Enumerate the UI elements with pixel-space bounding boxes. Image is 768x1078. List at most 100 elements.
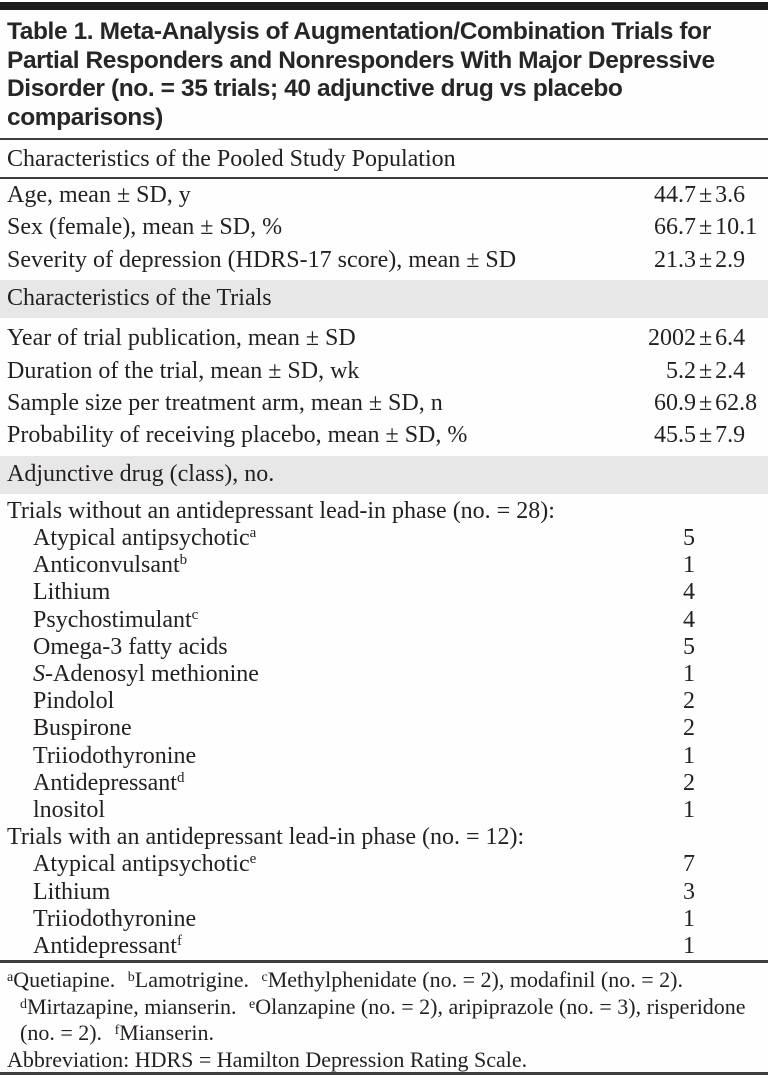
footnotes-block: aQuetiapine. bLamotrigine. cMethylphenid… <box>0 960 768 1073</box>
table-row: Trials without an antidepressant lead-in… <box>0 498 768 525</box>
footnote-marker: f <box>176 933 182 950</box>
table-row: Psychostimulantc 4 <box>0 607 768 634</box>
row-label: Sample size per treatment arm, mean ± SD… <box>7 390 443 417</box>
table-row: Antidepressantd 2 <box>0 770 768 797</box>
row-label: Year of trial publication, mean ± SD <box>7 325 356 352</box>
row-label: Trials with an antidepressant lead-in ph… <box>7 824 525 851</box>
table-body: Characteristics of the Pooled Study Popu… <box>0 140 768 960</box>
row-value: 7 <box>683 851 695 878</box>
row-label: S-Adenosyl methionine <box>33 661 259 688</box>
table-row: Severity of depression (HDRS-17 score), … <box>0 244 768 276</box>
row-value: 1 <box>683 661 695 688</box>
table-row: S-Adenosyl methionine 1 <box>0 661 768 688</box>
row-label: Buspirone <box>33 715 132 742</box>
row-value: 5 <box>683 525 695 552</box>
table-title: Table 1. Meta-Analysis of Augmentation/C… <box>0 12 768 140</box>
value-mean: 5.2 <box>666 357 696 384</box>
table-row: Triiodothyronine 1 <box>0 906 768 933</box>
row-label: Lithium <box>33 579 111 606</box>
italic-prefix: S <box>33 661 45 688</box>
footnote-item: bLamotrigine. <box>127 967 249 993</box>
row-label: Omega-3 fatty acids <box>33 633 228 660</box>
row-value: 66.7 ±10.1 <box>644 211 768 243</box>
table-row: Age, mean ± SD, y 44.7 ±3.6 <box>0 179 768 211</box>
row-value: 45.5 ±7.9 <box>644 419 768 451</box>
row-label: Psychostimulantc <box>33 606 199 633</box>
footnote-marker: d <box>20 996 27 1012</box>
row-value: 1 <box>683 742 695 769</box>
footnote-marker: c <box>191 606 199 623</box>
value-mean: 60.9 <box>654 390 696 417</box>
row-value: 5.2 ±2.4 <box>644 355 768 387</box>
footnote-item: aQuetiapine. <box>7 967 116 993</box>
row-value: 2 <box>683 715 695 742</box>
row-label: Atypical antipsychotice <box>33 851 257 878</box>
footnote-item: cMethylphenidate (no. = 2), modafinil (n… <box>261 967 683 993</box>
plus-minus-sign: ± <box>699 422 713 449</box>
section-header: Characteristics of the Trials <box>0 280 768 319</box>
footnote-text: aQuetiapine. bLamotrigine. cMethylphenid… <box>0 967 764 1047</box>
table-row: Probability of receiving placebo, mean ±… <box>0 419 768 451</box>
table-row: Sample size per treatment arm, mean ± SD… <box>0 387 768 419</box>
row-value: 44.7 ±3.6 <box>644 179 768 211</box>
value-mean: 44.7 <box>654 182 696 208</box>
footnote-marker: b <box>127 970 135 986</box>
row-label: lnositol <box>33 797 106 824</box>
row-value: 1 <box>683 797 695 824</box>
footnote-marker: a <box>249 525 257 542</box>
top-border-bar <box>0 2 768 10</box>
table-row: Antidepressantf 1 <box>0 933 768 960</box>
row-label: Antidepressantf <box>33 933 182 960</box>
section-header: Adjunctive drug (class), no. <box>0 455 768 494</box>
plus-minus-sign: ± <box>699 390 713 417</box>
footnote-item: eOlanzapine (no. = 2), aripiprazole (no.… <box>20 993 746 1046</box>
row-value: 2002 ±6.4 <box>644 322 768 354</box>
table-row: Triiodothyronine 1 <box>0 743 768 770</box>
table-row: Duration of the trial, mean ± SD, wk 5.2 ±… <box>0 355 768 387</box>
section-header: Characteristics of the Pooled Study Popu… <box>0 140 768 179</box>
table-row: Pindolol 2 <box>0 688 768 715</box>
table-row: Sex (female), mean ± SD, % 66.7 ±10.1 <box>0 211 768 243</box>
table-row: lnositol 1 <box>0 797 768 824</box>
footnote-marker: e <box>249 996 256 1012</box>
row-value: 1 <box>683 905 695 932</box>
rows-group: Trials without an antidepressant lead-in… <box>0 498 768 960</box>
rows-group: Age, mean ± SD, y 44.7 ±3.6 Sex (female), m… <box>0 179 768 276</box>
row-label: Sex (female), mean ± SD, % <box>7 214 283 241</box>
footnote-marker: d <box>176 769 185 786</box>
table-row: Buspirone 2 <box>0 715 768 742</box>
row-value: 60.9 ±62.8 <box>644 387 768 419</box>
row-value: 4 <box>683 606 695 633</box>
rows-group: Year of trial publication, mean ± SD 2002… <box>0 322 768 452</box>
table-row: Lithium 4 <box>0 579 768 606</box>
footnote-item: fMianserin. <box>114 1020 214 1046</box>
plus-minus-sign: ± <box>699 182 713 208</box>
value-sd: 2.9 <box>715 246 746 273</box>
footnote-marker: a <box>7 970 14 986</box>
plus-minus-sign: ± <box>699 214 713 241</box>
abbreviation-note: Abbreviation: HDRS = Hamilton Depression… <box>7 1046 528 1072</box>
value-sd: 62.8 <box>715 390 758 417</box>
value-mean: 2002 <box>648 325 696 352</box>
value-mean: 21.3 <box>654 246 696 273</box>
row-value: 4 <box>683 579 695 606</box>
bottom-border-rule <box>0 1072 768 1075</box>
value-mean: 45.5 <box>654 422 696 449</box>
row-label: Anticonvulsantb <box>33 552 188 579</box>
row-label: Age, mean ± SD, y <box>7 182 191 208</box>
footnote-marker: e <box>249 851 257 868</box>
table-row: Trials with an antidepressant lead-in ph… <box>0 824 768 851</box>
value-sd: 3.6 <box>715 182 746 208</box>
plus-minus-sign: ± <box>699 325 713 352</box>
row-value: 2 <box>683 769 695 796</box>
value-sd: 10.1 <box>715 214 758 241</box>
row-label: Probability of receiving placebo, mean ±… <box>7 422 468 449</box>
row-value: 5 <box>683 633 695 660</box>
row-label: Triiodothyronine <box>33 905 197 932</box>
row-label: Lithium <box>33 878 111 905</box>
plus-minus-sign: ± <box>699 357 713 384</box>
table-row: Anticonvulsantb 1 <box>0 552 768 579</box>
row-label: Antidepressantd <box>33 769 185 796</box>
row-value: 21.3 ±2.9 <box>644 244 768 276</box>
